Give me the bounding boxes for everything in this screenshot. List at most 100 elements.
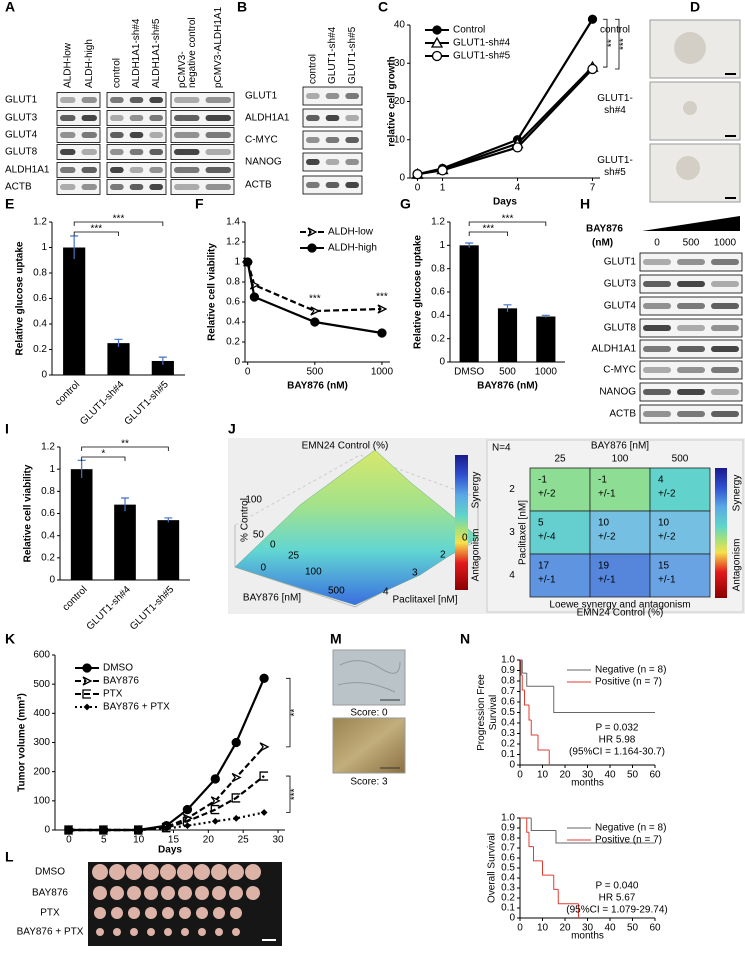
error-bar <box>70 235 79 259</box>
image-label: GLUT1-sh#4 <box>597 93 633 116</box>
survival-step <box>553 875 559 890</box>
marker <box>211 817 219 825</box>
x-tick-label: control <box>53 379 82 408</box>
y-tick-label: 0.6 <box>33 293 47 304</box>
tumor <box>164 928 172 936</box>
x-axis-label: months <box>571 931 604 942</box>
blot-band <box>205 132 231 138</box>
blot-band <box>60 132 76 138</box>
cell-error: +/-2 <box>658 532 676 543</box>
blot-column-label: ALDH-high <box>84 39 95 88</box>
blot-row-label: C-MYC <box>603 365 636 376</box>
blot-row-label: NANOG <box>599 387 636 398</box>
x-tick-label: 50 <box>627 923 639 934</box>
statistics-label: P = 0.040 <box>596 881 639 892</box>
tumor <box>246 886 260 900</box>
significance-bracket <box>468 221 547 226</box>
blot-band <box>174 97 200 103</box>
y-tick-label: 0.4 <box>33 319 47 330</box>
column-label: 25 <box>554 454 566 465</box>
y-tick-label: 0.4 <box>431 310 445 321</box>
blot-band <box>129 132 144 138</box>
y-tick-label: 1.2 <box>226 237 240 248</box>
bar <box>459 245 479 362</box>
heatmap-cell <box>589 510 651 555</box>
surface-x-label: BAY876 [nM] <box>243 593 301 604</box>
surface-colorbar <box>455 455 468 590</box>
blot-row-label: GLUT1 <box>5 95 38 106</box>
y-axis-label: Progression FreeSurvival <box>476 674 499 751</box>
y-tick-label: 0.8 <box>431 263 445 274</box>
x-tick-label: 0 <box>66 835 72 846</box>
y-tick-label: 200 <box>33 766 50 777</box>
surface-title: EMN24 Control (%) <box>302 441 389 452</box>
cell-error: +/-4 <box>538 532 556 543</box>
bar <box>114 504 136 580</box>
tumor <box>213 907 225 919</box>
significance-label: ** <box>290 709 301 717</box>
blot-band <box>110 149 124 155</box>
blot-row-label: ALDH1A1 <box>5 165 50 176</box>
x-tick-label: 40 <box>604 770 616 781</box>
heatmap-x-label: BAY876 [nM] <box>591 441 649 452</box>
blot-band <box>174 149 200 155</box>
blot-strip <box>302 152 363 172</box>
marker <box>307 227 318 237</box>
legend-label: ALDH-low <box>328 227 374 238</box>
error-bar <box>164 517 173 523</box>
significance-label: *** <box>90 224 102 235</box>
y-tick-label: 500 <box>33 679 50 690</box>
heatmap-colorbar <box>715 468 727 598</box>
x-tick-label: 4 <box>515 183 521 194</box>
marker <box>259 771 269 781</box>
survival-step <box>557 889 579 905</box>
blot-strip <box>170 110 235 126</box>
blot-band <box>149 115 163 121</box>
tumor <box>215 928 223 936</box>
blot-strip <box>639 360 743 380</box>
legend-label: GLUT1-sh#5 <box>453 51 511 62</box>
blot-column-label: GLUT1-sh#4 <box>327 26 338 84</box>
row-label: 4 <box>509 570 515 581</box>
x-tick-label: 1000 <box>371 367 394 378</box>
x-tick-label: 20 <box>559 770 571 781</box>
bar <box>63 247 86 375</box>
blot-column-label: GLUT1-sh#5 <box>347 26 358 84</box>
significance-label: * <box>101 449 105 460</box>
y-axis-label: Relative cell viability <box>207 243 218 341</box>
y-axis-label: relative cell growth <box>387 56 398 147</box>
y-tick-label: 1.0 <box>501 655 515 666</box>
survival-step <box>530 719 538 736</box>
blot-band <box>129 97 144 103</box>
heatmap-cell <box>649 553 711 598</box>
blot-band <box>149 132 163 138</box>
cell-error: +/-2 <box>598 532 616 543</box>
x-tick-label: 60 <box>649 770 661 781</box>
tumor <box>194 864 210 880</box>
blot-band <box>643 325 671 331</box>
error-bar <box>121 497 129 512</box>
ihc-texture <box>337 660 401 693</box>
marker <box>184 822 191 830</box>
blot-band <box>205 97 231 103</box>
y-tick-label: 0.5 <box>501 707 515 718</box>
ihc-image <box>332 649 406 706</box>
blot-row-label: C-MYC <box>245 135 278 146</box>
marker <box>83 703 91 711</box>
blot-row-label: GLUT1 <box>245 91 278 102</box>
heatmap-y-label: Paclitaxel [nM] <box>518 500 529 565</box>
blot-band <box>711 325 739 331</box>
image-label: Score: 3 <box>350 777 388 788</box>
tumor <box>111 907 123 919</box>
x-tick-label: 0 <box>517 923 523 934</box>
y-tick-label: 0.9 <box>501 823 515 834</box>
colorbar-label: Synergy <box>471 472 482 509</box>
significance-bracket <box>81 446 169 451</box>
tumor <box>130 928 138 936</box>
blot-band <box>325 182 340 188</box>
significance-bracket <box>603 18 608 68</box>
marker <box>64 825 73 835</box>
survival-step <box>526 818 529 833</box>
survival-step <box>528 705 532 721</box>
tumor <box>128 907 140 919</box>
